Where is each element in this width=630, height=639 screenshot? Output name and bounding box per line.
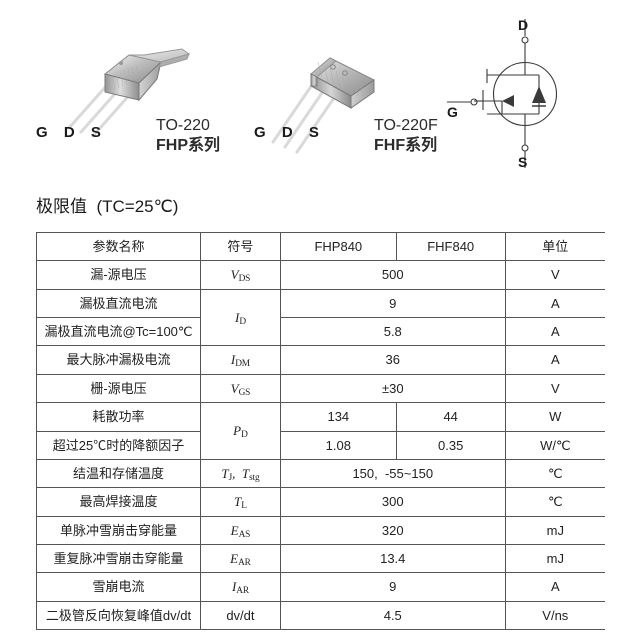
svg-text:S: S [518, 154, 527, 170]
svg-text:G: G [447, 104, 458, 120]
svg-text:D: D [518, 17, 528, 33]
